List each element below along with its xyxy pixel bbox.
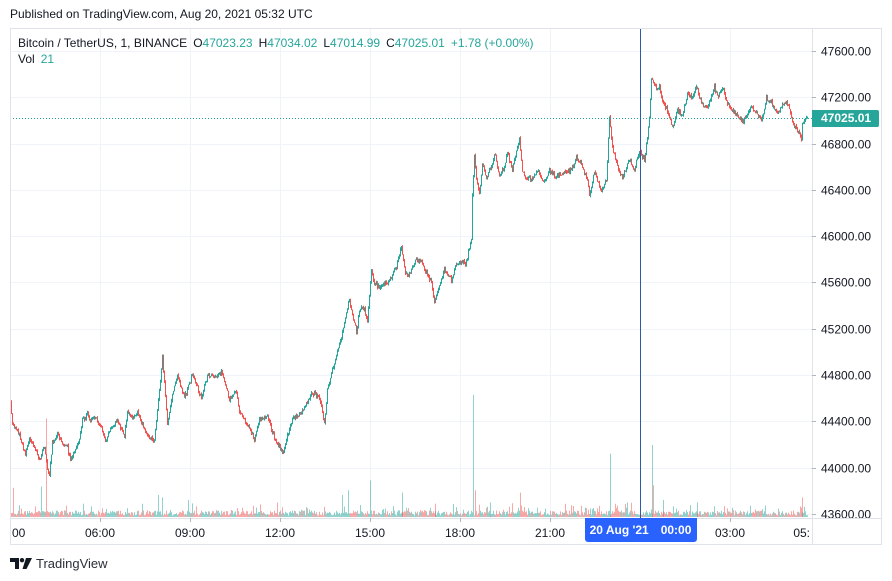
time-tick-label: 09:00 [175,526,205,540]
time-tick-label: 21:00 [535,526,565,540]
symbol-title[interactable]: Bitcoin / TetherUS, 1, BINANCE [18,36,188,50]
time-tick-label: 06:00 [85,526,115,540]
price-tick-label: 46800.00 [821,138,871,152]
tradingview-logo-icon [10,557,32,569]
open-value: 47023.23 [202,36,253,50]
candle-wicks-up [15,78,808,477]
legend-volume-row: Vol 21 [18,51,540,67]
time-tick-label: 05: [793,526,810,540]
high-value: 47034.02 [267,36,318,50]
price-axis[interactable]: 47600.00 47200.00 46800.00 46400.00 46000.00… [812,45,871,522]
close-value: 47025.01 [394,36,445,50]
candle-wicks-down [10,77,802,476]
time-tick-label: 00 [12,526,26,540]
time-tick-label: 12:00 [265,526,295,540]
change-value: +1.78 (+0.00%) [450,36,534,50]
published-header: Published on TradingView.com, Aug 20, 20… [10,7,313,21]
price-tick-label: 47600.00 [821,45,871,59]
crosshair-date: 20 Aug '21 [589,523,649,537]
price-tick-label: 44800.00 [821,369,871,383]
time-tick-label: 03:00 [715,526,745,540]
price-tick-label: 44400.00 [821,415,871,429]
volume-bars-up [15,395,808,517]
candle-bodies-down [10,78,802,476]
tradingview-footer-link[interactable]: TradingView [10,555,108,571]
low-label: L [323,36,331,50]
high-label: H [258,36,268,50]
price-pane[interactable] [10,77,808,477]
price-tick-label: 44000.00 [821,462,871,476]
volume-bars-down [10,418,803,517]
chart-legend: Bitcoin / TetherUS, 1, BINANCE O 47023.23… [18,35,540,67]
time-tick-label: 18:00 [445,526,475,540]
volume-value: 21 [40,52,55,66]
time-axis[interactable]: 00 06:00 09:00 12:00 15:00 18:00 21:00 03:00 05: [12,518,810,540]
close-label: C [386,36,395,50]
price-tick-label: 47200.00 [821,91,871,105]
crosshair-time: 00:00 [660,523,692,537]
time-tick-label: 15:00 [355,526,385,540]
price-tick-label: 43600.00 [821,508,871,522]
price-tick-label: 46000.00 [821,230,871,244]
crosshair-time-label: 20 Aug '21 00:00 [584,518,697,542]
last-price-badge: 47025.01 [812,110,879,127]
open-label: O [193,36,203,50]
low-value: 47014.99 [330,36,381,50]
price-tick-label: 46400.00 [821,184,871,198]
legend-ohlc-row: Bitcoin / TetherUS, 1, BINANCE O 47023.23… [18,35,540,51]
price-tick-label: 45600.00 [821,276,871,290]
price-tick-label: 45200.00 [821,323,871,337]
tradingview-brand-text: TradingView [36,555,108,571]
volume-label[interactable]: Vol [18,52,35,66]
